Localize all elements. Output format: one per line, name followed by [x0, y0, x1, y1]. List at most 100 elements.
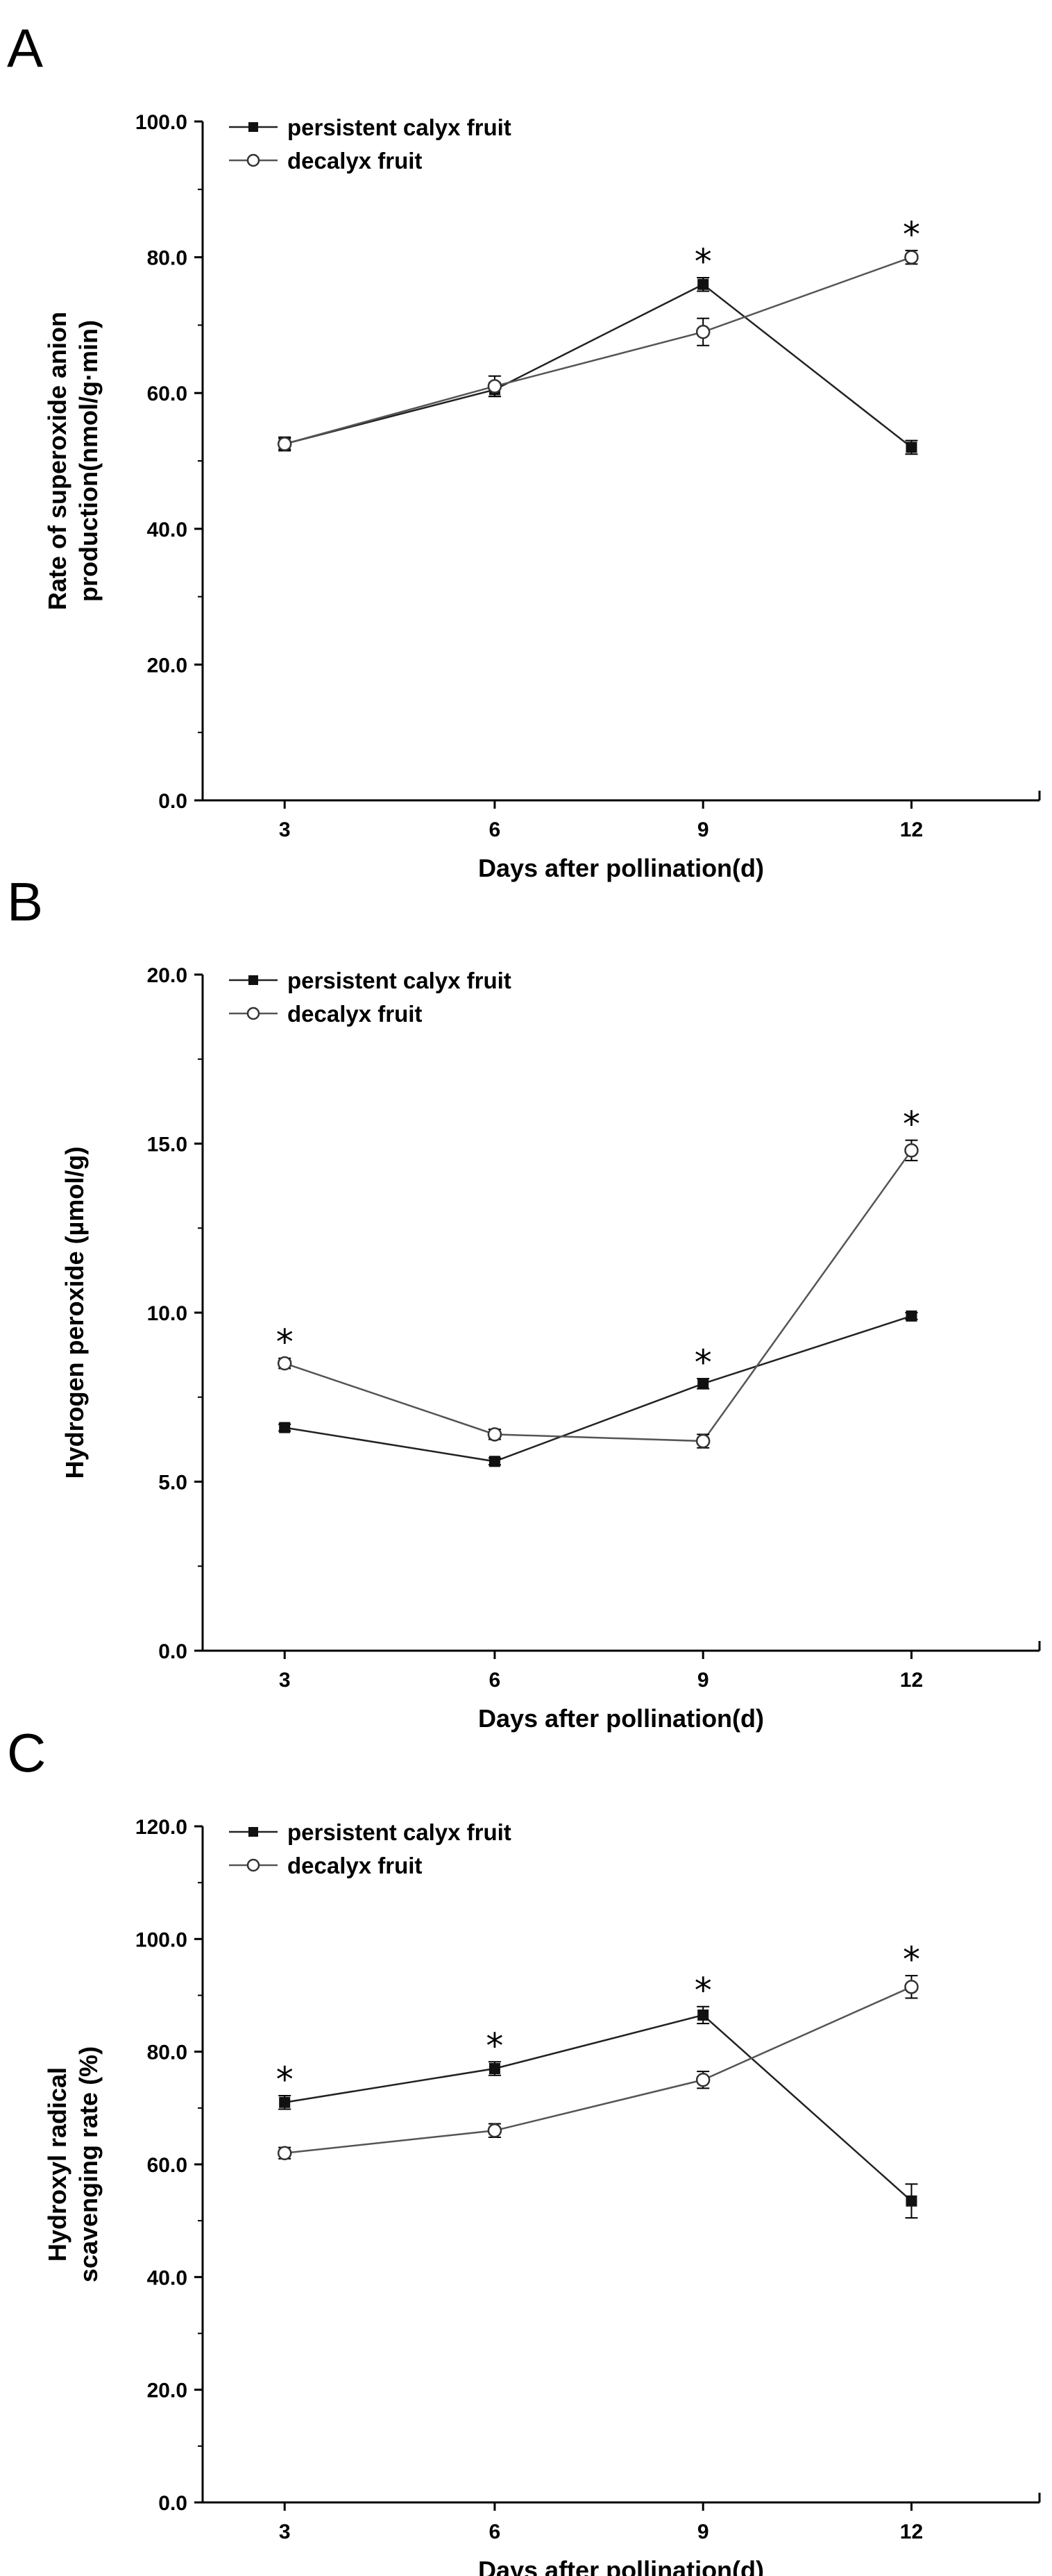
x-tick-label: 12: [900, 818, 923, 841]
data-point-square: [279, 2096, 291, 2108]
significance-marker: *: [695, 242, 712, 282]
data-point-circle: [277, 437, 292, 451]
significance-marker: *: [903, 1104, 920, 1145]
panel-letter: A: [7, 17, 43, 78]
y-tick-label: 10.0: [147, 1302, 187, 1325]
series-decalyx-fruit: [277, 1139, 919, 1449]
series-persistent-calyx-fruit: [278, 1310, 918, 1467]
y-tick-label: 100.0: [135, 111, 187, 134]
legend: persistent calyx fruit decalyx fruit: [229, 968, 511, 1027]
data-point-circle: [695, 324, 711, 339]
y-tick-label: 0.0: [158, 790, 187, 813]
data-point-square: [489, 2063, 500, 2075]
y-tick-label: 5.0: [158, 1472, 187, 1495]
y-tick-label: 60.0: [147, 2154, 187, 2177]
data-point-square: [697, 2009, 709, 2021]
data-point-circle: [904, 1980, 919, 1994]
panel-letter: C: [7, 1722, 46, 1783]
legend-label: decalyx fruit: [287, 1001, 422, 1027]
legend-marker-square: [248, 975, 258, 985]
y-tick-label: 80.0: [147, 247, 187, 270]
legend-label: persistent calyx fruit: [287, 115, 511, 140]
legend-marker-circle: [246, 1007, 260, 1020]
legend-marker-circle: [246, 1858, 260, 1872]
data-point-square: [279, 1422, 291, 1433]
data-point-square: [906, 2195, 917, 2207]
legend: persistent calyx fruit decalyx fruit: [229, 1819, 511, 1878]
chart-panel-c: C 0.0 20.0 40.0 60.0 80.0 100.0 120.0 3 6 9 12 Days …: [7, 1722, 1041, 2576]
legend-label: decalyx fruit: [287, 1853, 422, 1878]
y-tick-label: 0.0: [158, 2492, 187, 2515]
x-tick-label: 9: [697, 2520, 709, 2543]
legend-label: persistent calyx fruit: [287, 968, 511, 993]
data-point-circle: [695, 2073, 711, 2087]
significance-marker: *: [276, 1322, 294, 1363]
y-tick-label: 120.0: [135, 1816, 187, 1839]
y-axis-title: production(nmol/g·min): [74, 320, 103, 602]
y-tick-label: 100.0: [135, 1928, 187, 1951]
series-decalyx-fruit: [277, 1975, 919, 2161]
legend-marker-square: [248, 122, 258, 132]
data-point-circle: [904, 250, 919, 264]
series-line: [285, 1986, 912, 2155]
y-axis-title: Rate of superoxide anion: [43, 312, 71, 610]
data-point-circle: [487, 379, 502, 394]
significance-marker: *: [695, 1342, 712, 1383]
x-tick-label: 9: [697, 818, 709, 841]
y-axis-title: Hydrogen peroxide (µmol/g): [60, 1147, 89, 1479]
x-tick-label: 9: [697, 1669, 709, 1692]
y-tick-label: 80.0: [147, 2042, 187, 2064]
data-point-circle: [695, 1433, 711, 1449]
legend-label: decalyx fruit: [287, 148, 422, 174]
x-tick-label: 6: [489, 818, 501, 841]
y-axis-title: Hydroxyl radical: [43, 2067, 71, 2262]
x-axis-title: Days after pollination(d): [478, 854, 764, 882]
significance-marker: *: [903, 1939, 920, 1980]
data-point-square: [489, 1456, 500, 1467]
data-point-square: [697, 278, 709, 290]
series-line: [284, 2014, 913, 2202]
significance-marker: *: [486, 2026, 503, 2066]
data-point-circle: [487, 2123, 502, 2138]
y-tick-label: 40.0: [147, 2266, 187, 2289]
data-point-circle: [277, 2146, 292, 2161]
chart-panel-b: B 0.0 5.0 10.0 15.0 20.0 3 6 9 12 Days after polli…: [7, 871, 1041, 1733]
legend: persistent calyx fruit decalyx fruit: [229, 115, 511, 174]
series-line: [284, 283, 913, 448]
y-tick-label: 20.0: [147, 964, 187, 987]
y-axis-title: scavenging rate (%): [74, 2046, 103, 2282]
data-point-circle: [277, 1356, 292, 1371]
legend-marker-square: [248, 1827, 258, 1837]
data-point-circle: [904, 1143, 919, 1158]
data-point-circle: [487, 1427, 502, 1442]
series-line: [284, 256, 912, 445]
x-tick-label: 3: [279, 818, 291, 841]
x-axis-title: Days after pollination(d): [478, 1704, 764, 1733]
panel-letter: B: [7, 871, 43, 932]
data-point-square: [906, 1310, 917, 1322]
y-tick-label: 60.0: [147, 382, 187, 405]
data-point-square: [906, 441, 917, 453]
x-tick-label: 3: [279, 1669, 291, 1692]
series-line: [284, 1150, 913, 1442]
x-tick-label: 12: [900, 1669, 923, 1692]
significance-marker: *: [276, 2060, 294, 2100]
data-point-square: [697, 1378, 709, 1390]
series-decalyx-fruit: [277, 249, 919, 452]
series-line: [284, 1315, 912, 1463]
x-tick-label: 6: [489, 2520, 501, 2543]
chart-panel-a: A 0.0 20.0 40.0 60.0 80.0 100.0 3 6 9 12 Days after…: [7, 17, 1041, 882]
series-persistent-calyx-fruit: [278, 2005, 918, 2219]
legend-marker-circle: [246, 153, 260, 167]
y-tick-label: 20.0: [147, 2380, 187, 2402]
x-tick-label: 3: [279, 2520, 291, 2543]
x-tick-label: 6: [489, 1669, 501, 1692]
y-tick-label: 0.0: [158, 1640, 187, 1663]
x-tick-label: 12: [900, 2520, 923, 2543]
y-tick-label: 20.0: [147, 654, 187, 677]
x-axis-title: Days after pollination(d): [478, 2556, 764, 2576]
significance-marker: *: [903, 214, 920, 255]
y-tick-label: 40.0: [147, 519, 187, 541]
y-tick-label: 15.0: [147, 1134, 187, 1156]
